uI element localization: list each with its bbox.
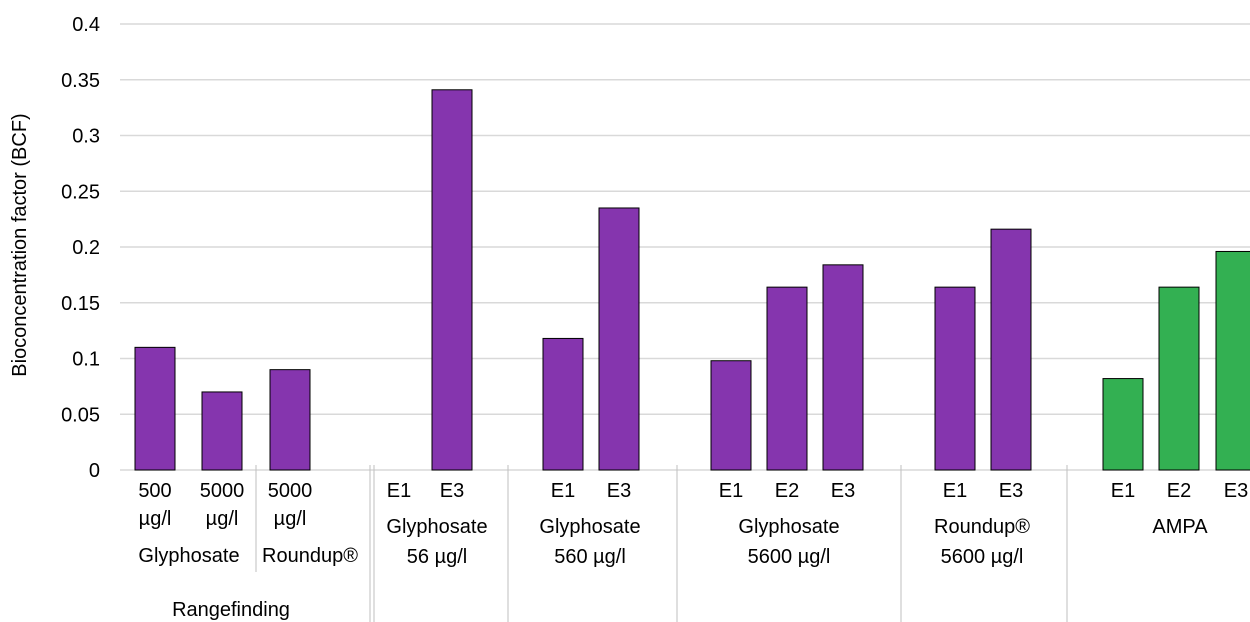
y-axis-label: Bioconcentration factor (BCF) xyxy=(9,113,31,376)
bar-category-label: E1 xyxy=(1111,480,1135,502)
y-tick-label: 0.4 xyxy=(72,14,100,36)
bar-category-label: µg/l xyxy=(206,508,239,530)
bar-category-label: E3 xyxy=(831,480,855,502)
bar xyxy=(990,228,1032,471)
bar-category-label: E3 xyxy=(440,480,464,502)
bar xyxy=(822,264,864,471)
bar xyxy=(201,391,243,471)
bar-category-label: E2 xyxy=(1167,480,1191,502)
y-tick-label: 0.3 xyxy=(72,126,100,148)
group-label: 5600 µg/l xyxy=(748,546,831,568)
bar-category-label: 5000 xyxy=(200,480,245,502)
group-label: Glyphosate xyxy=(738,516,839,538)
group-label: Rangefinding xyxy=(172,599,290,621)
bar-category-label: E1 xyxy=(719,480,743,502)
bar-category-label: E3 xyxy=(1224,480,1248,502)
group-label: Roundup® xyxy=(934,516,1030,538)
group-labels: Glyphosate Roundup® Glyphosate 56 µg/l Glyph… xyxy=(138,516,1208,621)
bar-category-label: 5000 xyxy=(268,480,313,502)
category-labels: 500 µg/l 5000 µg/l 5000 µg/l E1 E3 E1 E3 E1 E2 E3 E1 E… xyxy=(138,480,1248,530)
bar-category-label: E2 xyxy=(775,480,799,502)
bar xyxy=(710,360,752,471)
bar-category-label: E1 xyxy=(551,480,575,502)
bar xyxy=(598,207,640,471)
group-label: Glyphosate xyxy=(386,516,487,538)
bar-category-label: E3 xyxy=(999,480,1023,502)
bar xyxy=(1215,250,1250,471)
group-label: 560 µg/l xyxy=(554,546,626,568)
y-tick-label: 0.2 xyxy=(72,237,100,259)
group-label: AMPA xyxy=(1152,516,1208,538)
y-axis-ticks: 0 0.05 0.1 0.15 0.2 0.25 0.3 0.35 0.4 xyxy=(61,14,100,482)
bar xyxy=(934,286,976,471)
bar xyxy=(134,346,176,471)
bar xyxy=(269,369,311,471)
bar xyxy=(542,337,584,471)
bar-category-label: E1 xyxy=(943,480,967,502)
bar-category-label: µg/l xyxy=(274,508,307,530)
bar-category-label: 500 xyxy=(138,480,171,502)
group-label: Glyphosate xyxy=(539,516,640,538)
bar-category-label: µg/l xyxy=(139,508,172,530)
bar xyxy=(1158,286,1200,471)
group-label: Glyphosate xyxy=(138,545,239,567)
y-tick-label: 0.05 xyxy=(61,404,100,426)
category-separators xyxy=(255,465,1068,622)
bar-category-label: E3 xyxy=(607,480,631,502)
y-tick-label: 0 xyxy=(89,460,100,482)
group-label: Roundup® xyxy=(262,545,358,567)
y-tick-label: 0.25 xyxy=(61,181,100,203)
group-label: 5600 µg/l xyxy=(941,546,1024,568)
group-label: 56 µg/l xyxy=(407,546,467,568)
y-tick-label: 0.15 xyxy=(61,293,100,315)
bar-category-label: E1 xyxy=(387,480,411,502)
y-tick-label: 0.1 xyxy=(72,349,100,371)
y-tick-label: 0.35 xyxy=(61,70,100,92)
bar xyxy=(1102,378,1144,471)
bars xyxy=(134,89,1250,471)
bar xyxy=(431,89,473,471)
bar xyxy=(766,286,808,471)
